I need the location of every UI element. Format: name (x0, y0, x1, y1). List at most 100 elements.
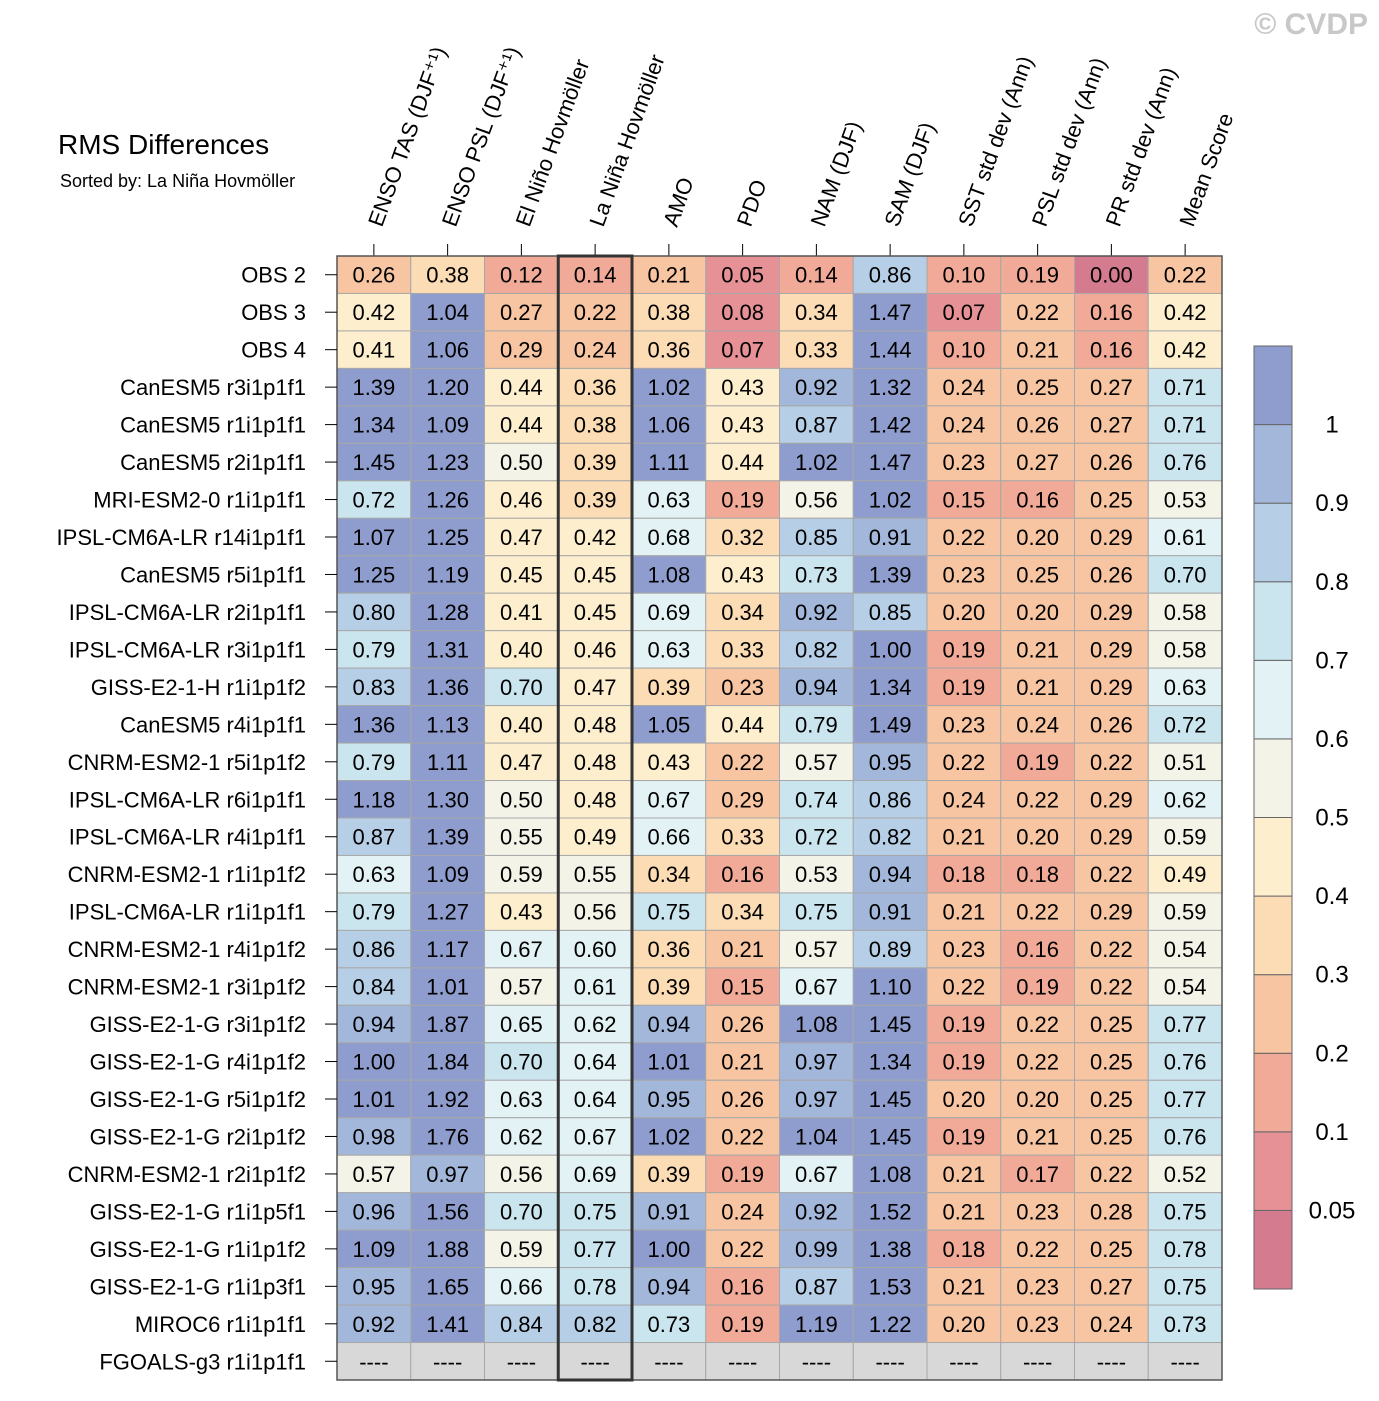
colorbar-box (1253, 345, 1293, 426)
cell-value: 0.22 (721, 750, 764, 775)
heatmap-cell (631, 517, 707, 557)
heatmap-cell (926, 780, 1002, 819)
heatmap-cell (1147, 667, 1223, 707)
heatmap-cell (1147, 854, 1223, 894)
row-label: GISS-E2-1-G r4i1p1f2 (90, 1050, 306, 1075)
cell-value: 0.60 (574, 937, 617, 962)
cell-value: 0.84 (352, 975, 395, 1000)
cell-value: 1.11 (427, 750, 468, 775)
heatmap-cell (779, 780, 854, 819)
cell-value: 1.39 (869, 562, 912, 587)
heatmap-cell (1000, 1004, 1075, 1044)
cell-value: 0.20 (1016, 1087, 1059, 1112)
cell-value: 0.36 (647, 338, 690, 363)
heatmap-cell (852, 592, 928, 632)
heatmap-cell (484, 555, 559, 594)
cell-value: 0.39 (574, 450, 617, 475)
heatmap-cell (926, 592, 1002, 632)
heatmap-cell (779, 442, 854, 482)
cell-value: 0.15 (942, 488, 985, 513)
heatmap-cell (926, 892, 1002, 931)
heatmap-cell (852, 967, 928, 1006)
row-label: CanESM5 r5i1p1f1 (120, 562, 306, 587)
cell-value: 1.36 (426, 675, 469, 700)
cell-value: 0.53 (795, 862, 838, 887)
cell-value: 0.34 (721, 600, 764, 625)
cell-value: 0.22 (1090, 937, 1133, 962)
heatmap-cell (779, 742, 854, 782)
heatmap-cell (705, 742, 780, 782)
heatmap-cell (484, 817, 559, 856)
cell-value: 0.56 (574, 900, 617, 925)
heatmap-cell (779, 255, 854, 294)
heatmap-cell (779, 1042, 854, 1081)
colorbar-tick-label: 0.05 (1309, 1197, 1356, 1224)
heatmap-cell (1074, 330, 1149, 369)
heatmap-cell (557, 480, 633, 519)
cell-value: 0.26 (1016, 413, 1059, 438)
cell-value: 1.01 (647, 1050, 690, 1075)
cell-value: 1.02 (869, 488, 912, 513)
heatmap-cell (1147, 1304, 1223, 1344)
cell-value: 0.77 (1164, 1012, 1207, 1037)
heatmap-cell (926, 742, 1002, 782)
cell-value: 0.14 (574, 263, 617, 288)
cell-value: 0.29 (1090, 525, 1133, 550)
heatmap-cell (631, 367, 707, 407)
cell-value: 0.22 (1090, 750, 1133, 775)
cell-value: 0.87 (352, 825, 395, 850)
cell-value: 0.22 (721, 1237, 764, 1262)
cell-value: 0.22 (1016, 1237, 1059, 1262)
heatmap-cell (705, 1342, 780, 1381)
heatmap-cell (705, 705, 780, 744)
cell-value: 0.19 (942, 1124, 985, 1149)
heatmap-cell (1074, 1192, 1149, 1231)
heatmap-cell (779, 1342, 854, 1381)
heatmap-cell (1147, 442, 1223, 482)
cell-value: 1.53 (869, 1274, 912, 1299)
cell-value: 0.23 (942, 712, 985, 737)
heatmap-cell (557, 1117, 633, 1156)
cell-value: 1.76 (426, 1124, 469, 1149)
heatmap-cell (852, 854, 928, 894)
cell-value: 0.27 (1090, 1274, 1133, 1299)
cell-value: 0.16 (1090, 338, 1133, 363)
heatmap-cell (926, 929, 1002, 969)
cell-value: 0.75 (1164, 1199, 1207, 1224)
heatmap-cell (926, 555, 1002, 594)
cell-value: 0.19 (942, 1012, 985, 1037)
cell-value: 0.59 (500, 862, 543, 887)
cell-value: 0.36 (647, 937, 690, 962)
cell-value: 1.06 (647, 413, 690, 438)
cell-value: 0.47 (500, 525, 543, 550)
heatmap-cell (779, 1267, 854, 1306)
heatmap-cell (705, 1079, 780, 1119)
cell-value: 0.29 (500, 338, 543, 363)
cell-value: 0.21 (721, 1050, 764, 1075)
cell-value: 0.25 (1090, 488, 1133, 513)
heatmap-cell (1000, 1042, 1075, 1081)
cell-value: 0.91 (869, 525, 912, 550)
cell-value: 0.57 (795, 750, 838, 775)
cell-value: 0.07 (942, 300, 985, 325)
cell-value: 1.52 (869, 1199, 912, 1224)
heatmap-cell (1000, 517, 1075, 557)
cell-value: 0.63 (500, 1087, 543, 1112)
heatmap-cell (336, 480, 412, 519)
heatmap-cell (410, 1117, 485, 1156)
cell-value: 1.34 (869, 675, 912, 700)
heatmap-cell (410, 630, 485, 669)
cell-value: 0.20 (1016, 525, 1059, 550)
cell-value: 0.85 (869, 600, 912, 625)
cell-value: 1.88 (426, 1237, 469, 1262)
cell-value: 1.31 (426, 637, 469, 662)
heatmap-cell (1000, 255, 1075, 294)
heatmap-cell (1147, 630, 1223, 669)
cell-value: 0.69 (574, 1162, 617, 1187)
cell-value: 1.09 (426, 413, 469, 438)
cell-value: 1.41 (426, 1312, 469, 1337)
heatmap-cell (410, 705, 485, 744)
heatmap-cell (484, 1079, 559, 1119)
column-label: ENSO PSL (DJF⁺¹) (437, 43, 525, 229)
heatmap-cell (779, 630, 854, 669)
